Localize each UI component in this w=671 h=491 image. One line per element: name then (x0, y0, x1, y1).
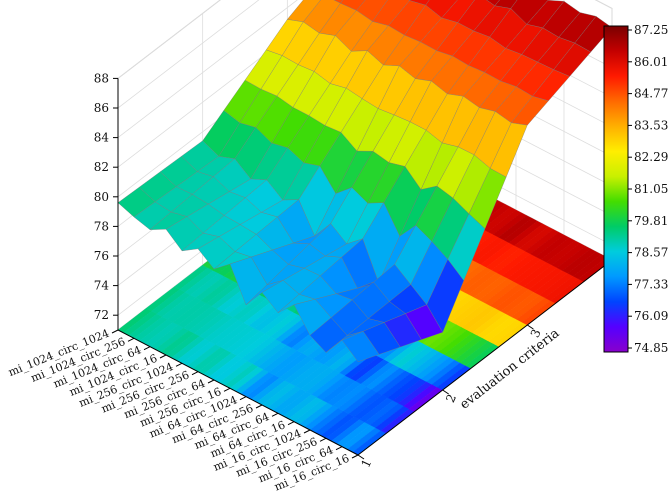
x-tick (127, 337, 135, 342)
surface-mesh (117, 0, 613, 363)
colorbar: 87.25 86.01 84.77 83.53 82.29 81.05 79.81 78.57… (603, 23, 668, 355)
colorbar-tick-label: 77.33 (634, 277, 668, 291)
colorbar-tick-label: 87.25 (634, 23, 668, 37)
colorbar-tick-label: 84.77 (634, 87, 668, 101)
colorbar-tick-label: 76.09 (634, 309, 668, 323)
y-tick (442, 389, 449, 395)
colorbar-tick-label: 83.53 (634, 118, 668, 132)
y-axis-line (357, 259, 613, 456)
y-tick-label: 2 (443, 392, 459, 405)
x-tick (111, 329, 119, 334)
z-tick-label: 72 (94, 308, 109, 322)
surface-facet (405, 304, 443, 340)
surface-facet (494, 0, 518, 9)
z-tick-label: 82 (94, 160, 109, 174)
x-tick (191, 371, 199, 376)
colorbar-tick-label: 86.01 (634, 55, 668, 69)
colorbar-tick-label: 82.29 (634, 150, 668, 164)
x-tick (143, 346, 151, 351)
x-tick (175, 362, 183, 367)
surface-facet (425, 0, 458, 19)
surface-facet (333, 0, 343, 4)
x-tick (271, 412, 279, 417)
y-tick-label: 1 (358, 457, 374, 470)
x-axis-line (117, 329, 359, 456)
x-tick (207, 379, 215, 384)
colorbar-tick-label: 78.57 (634, 246, 668, 260)
y-tick (357, 454, 365, 460)
x-tick (303, 429, 311, 434)
z-tick-label: 78 (94, 219, 109, 233)
x-tick (351, 454, 359, 459)
x-tick (335, 446, 343, 451)
y-tick (527, 324, 534, 330)
surface-facet (356, 0, 388, 22)
colorbar-tick-label: 79.81 (634, 214, 668, 228)
z-tick-label: 76 (94, 249, 109, 263)
z-tick-label: 74 (94, 279, 110, 293)
x-tick (159, 354, 167, 359)
colorbar-ramp (603, 25, 629, 353)
z-tick-label: 84 (94, 131, 110, 145)
x-tick (223, 387, 231, 392)
z-tick-label: 86 (94, 101, 109, 115)
surface-facet (340, 0, 366, 11)
x-tick (287, 421, 295, 426)
x-tick (319, 437, 327, 442)
z-tick-label: 80 (94, 190, 109, 204)
colorbar-tick-label: 81.05 (634, 182, 668, 196)
surface-facet (489, 122, 528, 178)
colorbar-tick-label: 74.85 (634, 341, 668, 355)
x-tick (239, 396, 247, 401)
surface-facet (409, 0, 430, 6)
surface-facet (486, 0, 500, 6)
z-tick-label: 88 (94, 71, 109, 85)
surface-facet (441, 0, 475, 23)
x-tick (255, 404, 263, 409)
